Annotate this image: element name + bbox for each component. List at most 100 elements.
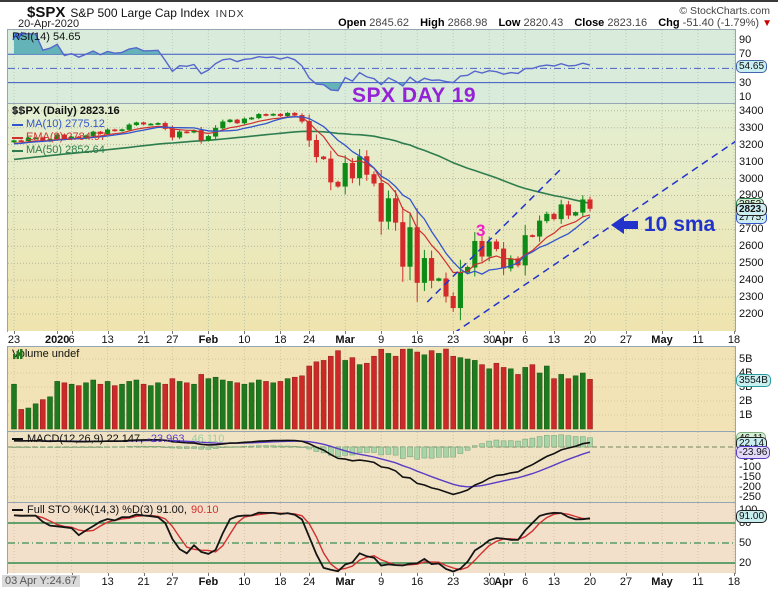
sto-k-value: Full STO %K(14,3) %D(3) 91.00, <box>27 504 187 516</box>
x-axis-tick: Feb <box>198 576 219 588</box>
x-tick-mark <box>626 573 627 576</box>
x-tick-mark <box>489 331 491 334</box>
ohlc-quote-bar: Open 2845.62 High 2868.98 Low 2820.43 Cl… <box>330 17 772 29</box>
chg-label: Chg <box>658 17 680 29</box>
x-axis-tick: May <box>651 576 673 588</box>
x-tick-mark <box>107 331 109 334</box>
copyright: © StockCharts.com <box>679 5 770 17</box>
x-tick-mark <box>554 573 555 576</box>
annotation-10-sma: 10 sma <box>611 213 715 237</box>
x-tick-mark <box>381 331 383 334</box>
stochastic-panel: Full STO %K(14,3) %D(3) 91.00, 90.10 <box>7 502 736 574</box>
stochastic-plot <box>8 503 735 573</box>
x-tick-mark <box>662 573 663 576</box>
x-axis-tick: 10 <box>238 334 251 346</box>
x-tick-mark <box>143 331 145 334</box>
x-axis-tick: 18 <box>274 334 287 346</box>
x-axis-tick: 13 <box>547 576 561 588</box>
x-tick-mark <box>345 331 347 334</box>
macd-plot <box>8 432 735 503</box>
y-axis-label: 50 <box>739 537 752 549</box>
x-axis-tick: 21 <box>137 576 150 588</box>
macd-value: MACD(12,26,9) 22.147, <box>27 433 144 445</box>
volume-value-callout: 3554B <box>736 373 771 387</box>
x-axis-tick: 10 <box>238 576 251 588</box>
stochastic-legend: Full STO %K(14,3) %D(3) 91.00, 90.10 <box>12 504 219 516</box>
x-tick-mark <box>14 331 15 334</box>
x-tick-mark <box>417 331 419 334</box>
x-axis-tick: 18 <box>274 576 287 588</box>
volume-legend: Volume undef <box>12 348 79 360</box>
x-tick-mark <box>208 573 210 576</box>
x-axis-tick: 13 <box>547 334 561 346</box>
high-label: High <box>420 17 445 29</box>
x-tick-mark <box>244 573 246 576</box>
volume-bars-icon <box>13 349 23 359</box>
close-value: 2823.16 <box>607 17 648 29</box>
ema8-legend-text: EMA(8) 2784.97 <box>26 131 107 143</box>
rsi-legend-text: RSI(14) 54.65 <box>12 31 81 43</box>
symbol: $SPX <box>27 4 66 21</box>
annotation-wave-count-3: 3 <box>476 221 486 240</box>
x-axis-tick: 11 <box>692 576 704 588</box>
x-tick-mark <box>280 331 282 334</box>
price-panel: $SPX (Daily) 2823.16 MA(10) 2775.12 EMA(… <box>7 103 736 332</box>
x-axis-tick: Mar <box>335 334 355 346</box>
x-axis-tick: 27 <box>619 334 633 346</box>
x-tick-mark <box>107 573 109 576</box>
x-axis-tick: 11 <box>692 334 704 346</box>
sto-d-value: 90.10 <box>190 504 219 516</box>
price-legend-text: $SPX (Daily) 2823.16 <box>12 105 120 117</box>
x-tick-mark <box>698 573 699 576</box>
price-plot <box>8 104 735 331</box>
y-axis-label: -250 <box>739 491 762 503</box>
y-axis-label: 3200 <box>739 138 764 151</box>
crosshair-readout: 03 Apr Y:24.67 <box>2 575 80 587</box>
open-label: Open <box>338 17 367 29</box>
y-axis-label: 3400 <box>739 104 764 117</box>
rsi-indicator-icon <box>12 31 23 41</box>
low-label: Low <box>498 17 521 29</box>
macd-panel: MACD(12,26,9) 22.147, -23.963, 46.110 <box>7 431 736 504</box>
y-axis-label: 1B <box>739 409 753 421</box>
volume-plot <box>8 347 735 432</box>
x-axis-tick: 16 <box>411 334 424 346</box>
x-tick-mark <box>309 331 311 334</box>
x-tick-mark <box>172 573 174 576</box>
y-axis-label: -100 <box>739 461 762 473</box>
x-axis-tick: Apr <box>494 576 514 588</box>
x-tick-mark <box>734 331 735 334</box>
x-tick-mark <box>143 573 145 576</box>
y-axis-label: 30 <box>739 76 752 89</box>
x-axis-tick: 2020 <box>44 334 70 346</box>
chg-dropdown-icon[interactable]: ▼ <box>762 18 772 29</box>
volume-panel: Volume undef <box>7 346 736 433</box>
annotation-spx-day-19: SPX DAY 19 <box>352 84 477 107</box>
sto-value-callout: 91.00 <box>736 510 768 524</box>
x-tick-mark <box>309 573 311 576</box>
x-axis-tick: 6 <box>68 334 75 346</box>
x-tick-mark <box>590 573 591 576</box>
high-value: 2868.98 <box>447 17 488 29</box>
x-axis-tick: 24 <box>303 576 316 588</box>
annotation-10-sma-text: 10 sma <box>644 213 716 236</box>
y-axis-label: 2400 <box>739 274 764 287</box>
candlestick-icon <box>13 106 23 115</box>
x-tick-mark <box>662 331 663 334</box>
price-value-callout: 2823. <box>736 202 768 216</box>
x-tick-mark <box>590 331 591 334</box>
x-axis-tick: 27 <box>619 576 633 588</box>
x-axis-tick: 23 <box>447 576 460 588</box>
y-axis-label: 5B <box>739 353 753 365</box>
price-legend: $SPX (Daily) 2823.16 MA(10) 2775.12 EMA(… <box>12 105 120 157</box>
x-axis-tick: 30 <box>483 576 496 588</box>
left-arrow-icon <box>611 216 638 234</box>
y-axis-label: 2B <box>739 395 753 407</box>
macd-dash-icon <box>12 438 23 440</box>
x-axis-top: 23 2020 6 13 21 27 Feb 10 18 24 Mar 9 16 23 30 Apr 6 13 20… <box>8 331 740 347</box>
macd-legend: MACD(12,26,9) 22.147, -23.963, 46.110 <box>12 433 224 445</box>
x-axis-tick: 24 <box>303 334 316 346</box>
x-axis-tick: 16 <box>411 576 424 588</box>
x-tick-mark <box>554 331 555 334</box>
x-axis-tick: 6 <box>522 334 529 346</box>
